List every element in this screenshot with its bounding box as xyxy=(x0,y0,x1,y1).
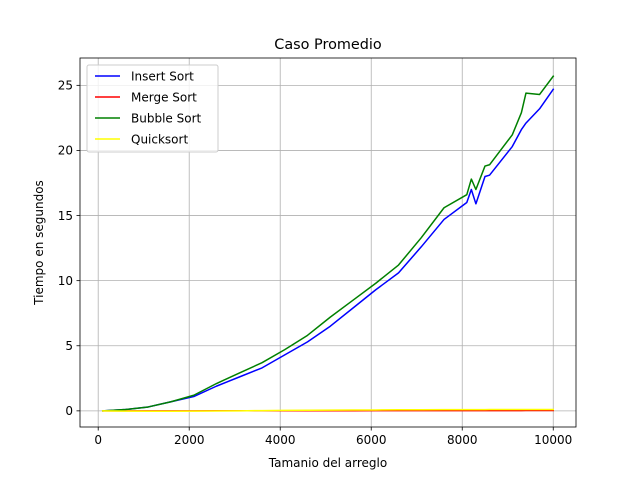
series-line-bubble-sort xyxy=(101,75,555,412)
series-layer xyxy=(101,75,555,412)
x-tick-label: 0 xyxy=(94,433,102,447)
x-tick-label: 8000 xyxy=(447,433,478,447)
y-tick-label: 0 xyxy=(65,404,73,418)
legend-frame xyxy=(86,64,219,153)
x-axis-label: Tamanio del arreglo xyxy=(268,456,387,470)
x-tick-label: 10000 xyxy=(534,433,572,447)
x-tick-label: 4000 xyxy=(265,433,296,447)
y-tick-label: 25 xyxy=(58,79,73,93)
y-axis-label: Tiempo en segundos xyxy=(32,180,46,306)
series-line-quicksort xyxy=(101,408,554,412)
legend: Insert Sort Merge Sort Bubble Sort Quicksor… xyxy=(86,64,219,153)
tick-layer: 0 2000 4000 6000 8000 10000 0 5 10 15 20 25 xyxy=(58,79,573,447)
grid-layer xyxy=(80,58,576,427)
y-tick-label: 10 xyxy=(58,274,73,288)
legend-label: Insert Sort xyxy=(131,69,194,83)
x-tick-label: 2000 xyxy=(174,433,205,447)
legend-label: Bubble Sort xyxy=(131,111,201,125)
plot-frame xyxy=(79,57,577,428)
y-tick-label: 15 xyxy=(58,209,73,223)
series-line-insert-sort xyxy=(101,88,555,412)
x-tick-label: 6000 xyxy=(356,433,387,447)
legend-label: Merge Sort xyxy=(131,90,197,104)
chart-title: Caso Promedio xyxy=(274,37,382,53)
y-tick-label: 20 xyxy=(58,144,73,158)
y-tick-label: 5 xyxy=(65,339,73,353)
legend-label: Quicksort xyxy=(131,132,188,146)
